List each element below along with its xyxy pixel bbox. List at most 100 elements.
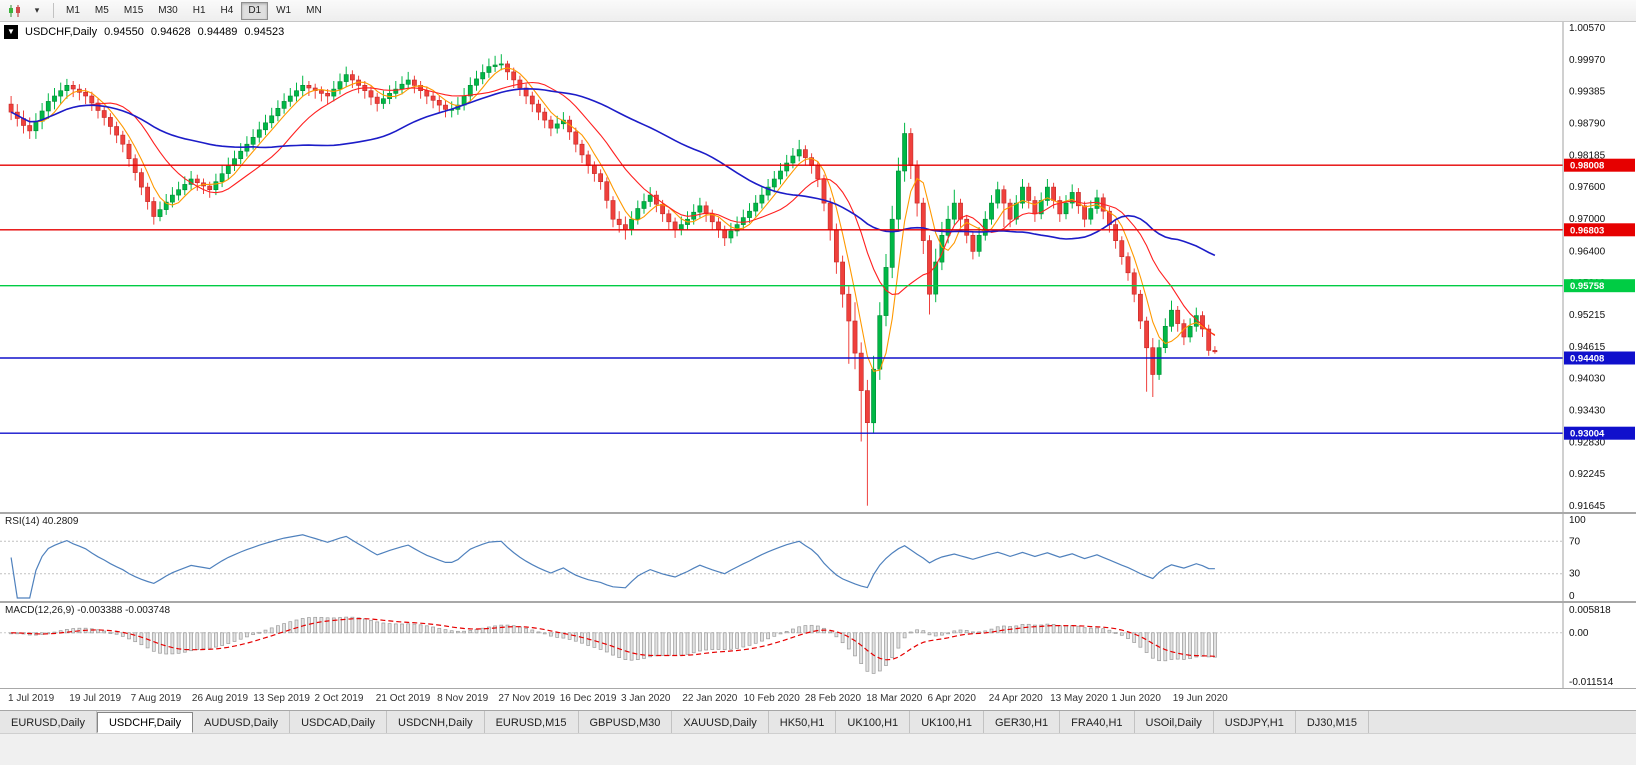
chart-tab-usdjpy-h1[interactable]: USDJPY,H1 xyxy=(1214,711,1296,733)
caret-down-icon[interactable]: ▾ xyxy=(34,5,40,15)
down-candle xyxy=(616,218,622,225)
macd-histogram-bar xyxy=(784,631,789,634)
up-candle xyxy=(740,217,746,225)
macd-histogram-bar xyxy=(995,626,1000,634)
price-chart-canvas[interactable]: 1.00570 0.99970 0.99385 0.98790 0.98185 0.976… xyxy=(0,22,1636,512)
macd-axis-label: 0.00 xyxy=(1569,628,1589,639)
macd-histogram-bar xyxy=(753,632,758,644)
macd-histogram-bar xyxy=(424,625,429,634)
up-candle xyxy=(647,194,653,202)
macd-histogram-bar xyxy=(362,618,367,634)
rsi-canvas[interactable]: 100 70 30 0 xyxy=(0,514,1636,601)
macd-histogram-bar xyxy=(127,632,131,640)
timeframe-button-w1[interactable]: W1 xyxy=(276,4,292,16)
timeframe-button-d1[interactable]: D1 xyxy=(241,1,269,20)
macd-histogram-bar xyxy=(189,632,193,652)
macd-histogram-bar xyxy=(338,617,342,634)
macd-histogram-bar xyxy=(431,626,435,634)
macd-canvas[interactable]: 0.005818 0.00 -0.011514 xyxy=(0,603,1636,688)
down-candle xyxy=(864,390,870,424)
down-candle xyxy=(312,87,318,92)
macd-axis-label: 0.005818 xyxy=(1569,605,1611,616)
macd-histogram-bar xyxy=(1045,623,1050,634)
timeframe-button-h1[interactable]: H1 xyxy=(192,4,206,16)
down-candle xyxy=(964,218,970,236)
chart-tab-usdchf-daily[interactable]: USDCHF,Daily xyxy=(96,712,194,733)
timeframe-button-m15[interactable]: M15 xyxy=(123,4,144,16)
down-candle xyxy=(1007,202,1013,220)
rsi-axis-label: 30 xyxy=(1569,569,1581,580)
one-click-trading-toggle[interactable]: ▼ xyxy=(4,25,18,39)
rsi-indicator-panel: 100 70 30 0 RSI(14) 40.2809 xyxy=(0,514,1636,601)
macd-histogram-bar xyxy=(902,632,907,639)
chart-tab-xauusd-daily[interactable]: XAUUSD,Daily xyxy=(672,711,769,733)
date-label: 3 Jan 2020 xyxy=(621,693,671,704)
date-label: 16 Dec 2019 xyxy=(559,693,617,704)
macd-histogram-bar xyxy=(406,623,411,634)
chart-tab-gbpusd-m30[interactable]: GBPUSD,M30 xyxy=(579,711,673,733)
date-label: 13 May 2020 xyxy=(1050,693,1108,704)
down-candle xyxy=(827,202,833,231)
price-axis-label: 0.96400 xyxy=(1569,246,1606,257)
chart-tab-audusd-daily[interactable]: AUDUSD,Daily xyxy=(193,711,291,733)
chart-tab-usoil-daily[interactable]: USOil,Daily xyxy=(1135,711,1214,733)
macd-histogram-bar xyxy=(437,627,442,634)
macd-histogram-bar xyxy=(288,621,293,634)
macd-histogram-bar xyxy=(1051,624,1056,634)
chart-tab-eurusd-daily[interactable]: EURUSD,Daily xyxy=(0,711,97,733)
up-candle xyxy=(219,173,225,182)
timeframe-button-h4[interactable]: H4 xyxy=(220,4,234,16)
down-candle xyxy=(108,117,113,127)
date-label: 13 Sep 2019 xyxy=(253,693,310,704)
macd-histogram-bar xyxy=(282,623,286,634)
up-candle xyxy=(45,101,51,112)
down-candle xyxy=(585,154,591,166)
chart-tab-eurusd-m15[interactable]: EURUSD,M15 xyxy=(485,711,579,733)
macd-histogram-bar xyxy=(549,632,553,637)
timeframe-button-m1[interactable]: M1 xyxy=(66,4,80,16)
macd-histogram-bar xyxy=(120,632,125,637)
panel-resize-handle[interactable] xyxy=(0,512,1636,514)
chart-tab-uk100-h1[interactable]: UK100,H1 xyxy=(910,711,984,733)
charts-icon[interactable] xyxy=(4,1,26,21)
macd-histogram-bar xyxy=(307,617,311,634)
macd-histogram-bar xyxy=(462,630,466,634)
macd-histogram-bar xyxy=(908,631,913,634)
macd-histogram-bar xyxy=(809,624,814,634)
chart-tab-ger30-h1[interactable]: GER30,H1 xyxy=(984,711,1061,733)
macd-histogram-bar xyxy=(865,632,870,672)
rsi-line xyxy=(10,534,1215,599)
timeframe-button-group: M1 M5 M15 M30 H1 H4 D1 W1 MN xyxy=(59,1,329,20)
macd-signal-line xyxy=(11,617,1215,661)
macd-histogram-bar xyxy=(232,632,237,642)
chart-tab-usdcnh-daily[interactable]: USDCNH,Daily xyxy=(387,711,485,733)
macd-histogram-bar xyxy=(654,632,659,657)
chart-tab-dj30-m15[interactable]: DJ30,M15 xyxy=(1296,711,1369,733)
macd-histogram-bar xyxy=(722,632,727,651)
down-candle xyxy=(722,229,728,239)
macd-histogram-bar xyxy=(946,632,950,635)
macd-histogram-bar xyxy=(15,632,20,635)
time-axis[interactable]: 1 Jul 2019 19 Jul 2019 7 Aug 2019 26 Aug 20… xyxy=(0,688,1636,710)
chart-tab-uk100-h1[interactable]: UK100,H1 xyxy=(836,711,911,733)
down-candle xyxy=(151,201,157,217)
macd-histogram-bar xyxy=(964,630,969,634)
panel-resize-handle[interactable] xyxy=(0,601,1636,603)
moving-average-line-5 xyxy=(10,67,1216,372)
timeframe-button-m30[interactable]: M30 xyxy=(158,4,178,16)
macd-histogram-bar xyxy=(207,632,212,649)
macd-histogram-bar xyxy=(1064,625,1068,634)
macd-histogram-bar xyxy=(846,632,851,650)
chart-tab-hk50-h1[interactable]: HK50,H1 xyxy=(769,711,837,733)
timeframe-button-m5[interactable]: M5 xyxy=(94,4,109,16)
timeframe-button-mn[interactable]: MN xyxy=(306,4,322,16)
down-candle xyxy=(833,229,839,263)
up-candle xyxy=(554,123,560,129)
up-candle xyxy=(263,122,268,131)
up-candle xyxy=(64,84,70,91)
up-candle xyxy=(269,115,275,124)
up-candle xyxy=(796,149,802,157)
down-candle xyxy=(1175,309,1181,324)
chart-tab-fra40-h1[interactable]: FRA40,H1 xyxy=(1060,711,1135,733)
chart-tab-usdcad-daily[interactable]: USDCAD,Daily xyxy=(290,711,388,733)
